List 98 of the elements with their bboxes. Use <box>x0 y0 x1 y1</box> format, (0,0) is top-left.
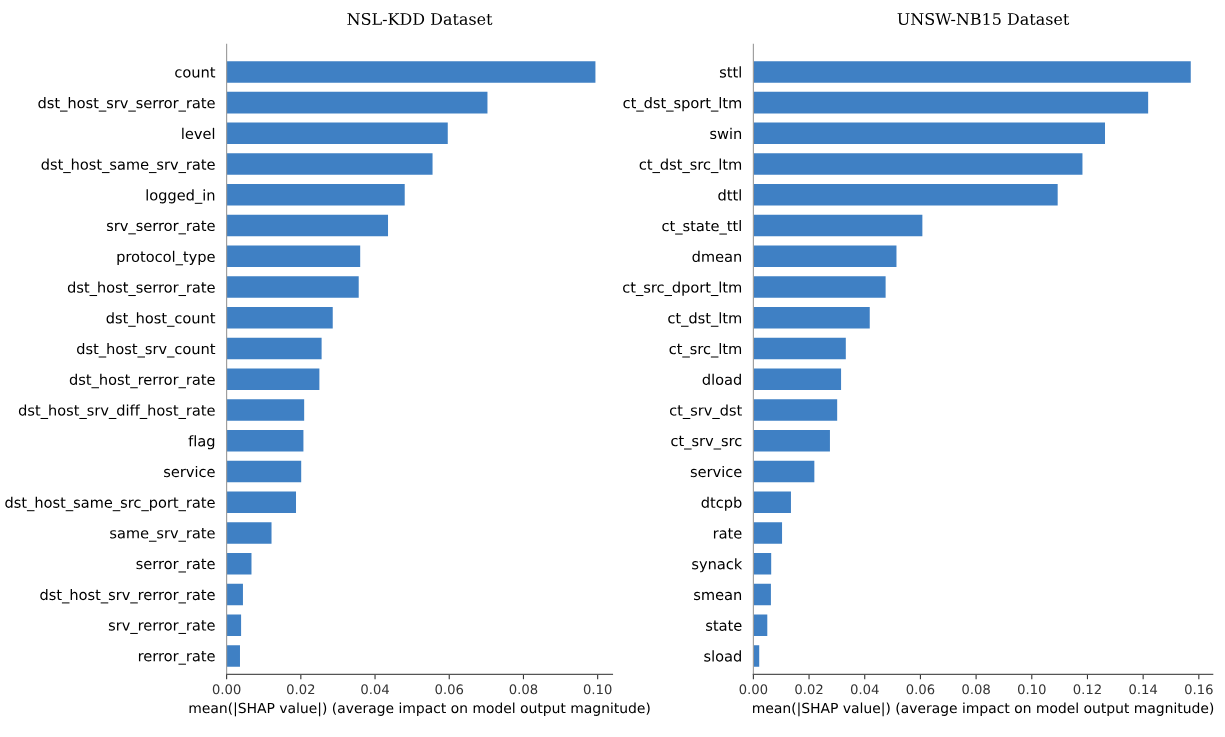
y-tick-label: dst_host_srv_serror_rate <box>38 97 215 112</box>
bar <box>226 276 359 298</box>
y-tick-label: dload <box>702 373 741 386</box>
x-tick-label: 0.08 <box>509 684 538 695</box>
bar <box>226 522 272 544</box>
bar <box>753 583 771 606</box>
y-tick-label: sttl <box>719 66 741 78</box>
bar <box>753 337 846 360</box>
y-tick-label: count <box>175 67 216 78</box>
bar <box>226 429 304 452</box>
x-tick-label: 0.00 <box>739 684 768 695</box>
bar <box>226 153 433 175</box>
bar <box>226 552 252 575</box>
bar <box>226 245 361 268</box>
bar <box>753 184 1058 206</box>
y-tick-label: protocol_type <box>117 250 215 266</box>
x-tick-label: 0.00 <box>212 684 241 695</box>
x-tick-label: 0.02 <box>287 684 315 695</box>
y-tick-label: smean <box>694 591 742 601</box>
bar <box>226 61 596 83</box>
x-tick-label: 0.12 <box>1073 684 1101 695</box>
bar <box>753 245 897 268</box>
y-tick-label: state <box>706 620 742 631</box>
x-tick-label: 0.14 <box>1129 684 1158 695</box>
bar <box>753 153 1083 175</box>
bar <box>753 429 830 452</box>
y-tick-label: dst_host_srv_diff_host_rate <box>18 404 215 419</box>
bar <box>226 368 320 391</box>
y-tick-label: dst_host_count <box>106 312 216 327</box>
y-tick-label: ct_src_dport_ltm <box>623 281 742 297</box>
chart-title: NSL-KDD Dataset <box>347 12 493 25</box>
y-tick-label: dst_host_srv_count <box>77 342 216 358</box>
bar <box>753 91 1149 114</box>
x-tick-label: 0.04 <box>850 684 879 695</box>
bar <box>226 614 242 636</box>
bar <box>753 307 870 329</box>
x-axis-title: mean(|SHAP value|) (average impact on model output magnitude) <box>189 702 650 717</box>
x-tick-label: 0.06 <box>435 684 464 695</box>
bar <box>226 460 302 483</box>
y-tick-label: ct_dst_src_ltm <box>639 158 742 174</box>
y-tick-label: level <box>182 127 215 140</box>
x-tick-label: 0.10 <box>1017 684 1046 695</box>
bar <box>753 399 838 421</box>
bar <box>753 61 1191 83</box>
x-tick-label: 0.16 <box>1185 684 1213 695</box>
y-tick-label: dst_host_serror_rate <box>67 281 215 297</box>
y-tick-label: ct_dst_sport_ltm <box>623 97 742 112</box>
bar <box>226 122 448 145</box>
bar <box>226 91 488 114</box>
y-tick-label: dst_host_same_srv_rate <box>41 158 215 174</box>
y-tick-label: dst_host_srv_rerror_rate <box>40 588 215 604</box>
y-tick-label: srv_rerror_rate <box>108 620 215 634</box>
y-tick-label: ct_dst_ltm <box>668 312 742 327</box>
y-tick-label: ct_src_ltm <box>669 342 742 358</box>
x-tick-label: 0.06 <box>906 684 935 695</box>
y-tick-label: ct_srv_src <box>671 435 742 450</box>
y-tick-label: flag <box>188 435 215 450</box>
y-tick-label: srv_serror_rate <box>106 220 215 235</box>
bar <box>753 276 886 298</box>
bar <box>753 460 815 483</box>
y-tick-label: service <box>690 465 742 478</box>
chart-title: UNSW-NB15 Dataset <box>897 12 1070 25</box>
bar <box>753 552 772 575</box>
y-tick-label: sload <box>704 650 741 662</box>
bar <box>226 645 240 667</box>
bar <box>753 214 923 237</box>
x-tick-label: 0.02 <box>795 684 823 695</box>
y-tick-label: dmean <box>692 250 742 263</box>
y-tick-label: service <box>164 465 215 478</box>
x-tick-label: 0.08 <box>962 684 990 695</box>
y-tick-label: synack <box>692 558 743 573</box>
bar <box>226 184 405 206</box>
bar <box>753 368 842 391</box>
bar <box>753 614 768 636</box>
bar <box>226 491 297 513</box>
y-tick-label: rerror_rate <box>138 651 215 665</box>
bar <box>226 307 333 329</box>
y-tick-label: swin <box>710 127 742 140</box>
bar <box>226 214 389 237</box>
bar <box>226 583 243 606</box>
y-tick-label: logged_in <box>146 189 215 204</box>
y-tick-label: rate <box>713 528 742 539</box>
y-tick-label: dttl <box>718 189 741 201</box>
x-axis-title: mean(|SHAP value|) (average impact on model output magnitude) <box>753 702 1214 717</box>
bar <box>753 491 791 513</box>
x-tick-label: 0.10 <box>583 684 612 695</box>
y-tick-label: dst_host_rerror_rate <box>69 373 215 389</box>
y-tick-label: dtcpb <box>701 496 742 511</box>
bar <box>226 399 305 421</box>
y-tick-label: ct_state_ttl <box>662 220 741 235</box>
y-tick-label: same_srv_rate <box>110 528 215 542</box>
bar <box>226 337 322 360</box>
y-tick-label: ct_srv_dst <box>669 404 742 419</box>
bar <box>753 522 783 544</box>
bar <box>753 122 1106 145</box>
x-tick-label: 0.04 <box>361 684 389 695</box>
y-tick-label: serror_rate <box>136 558 215 573</box>
y-tick-label: dst_host_same_src_port_rate <box>5 496 215 512</box>
